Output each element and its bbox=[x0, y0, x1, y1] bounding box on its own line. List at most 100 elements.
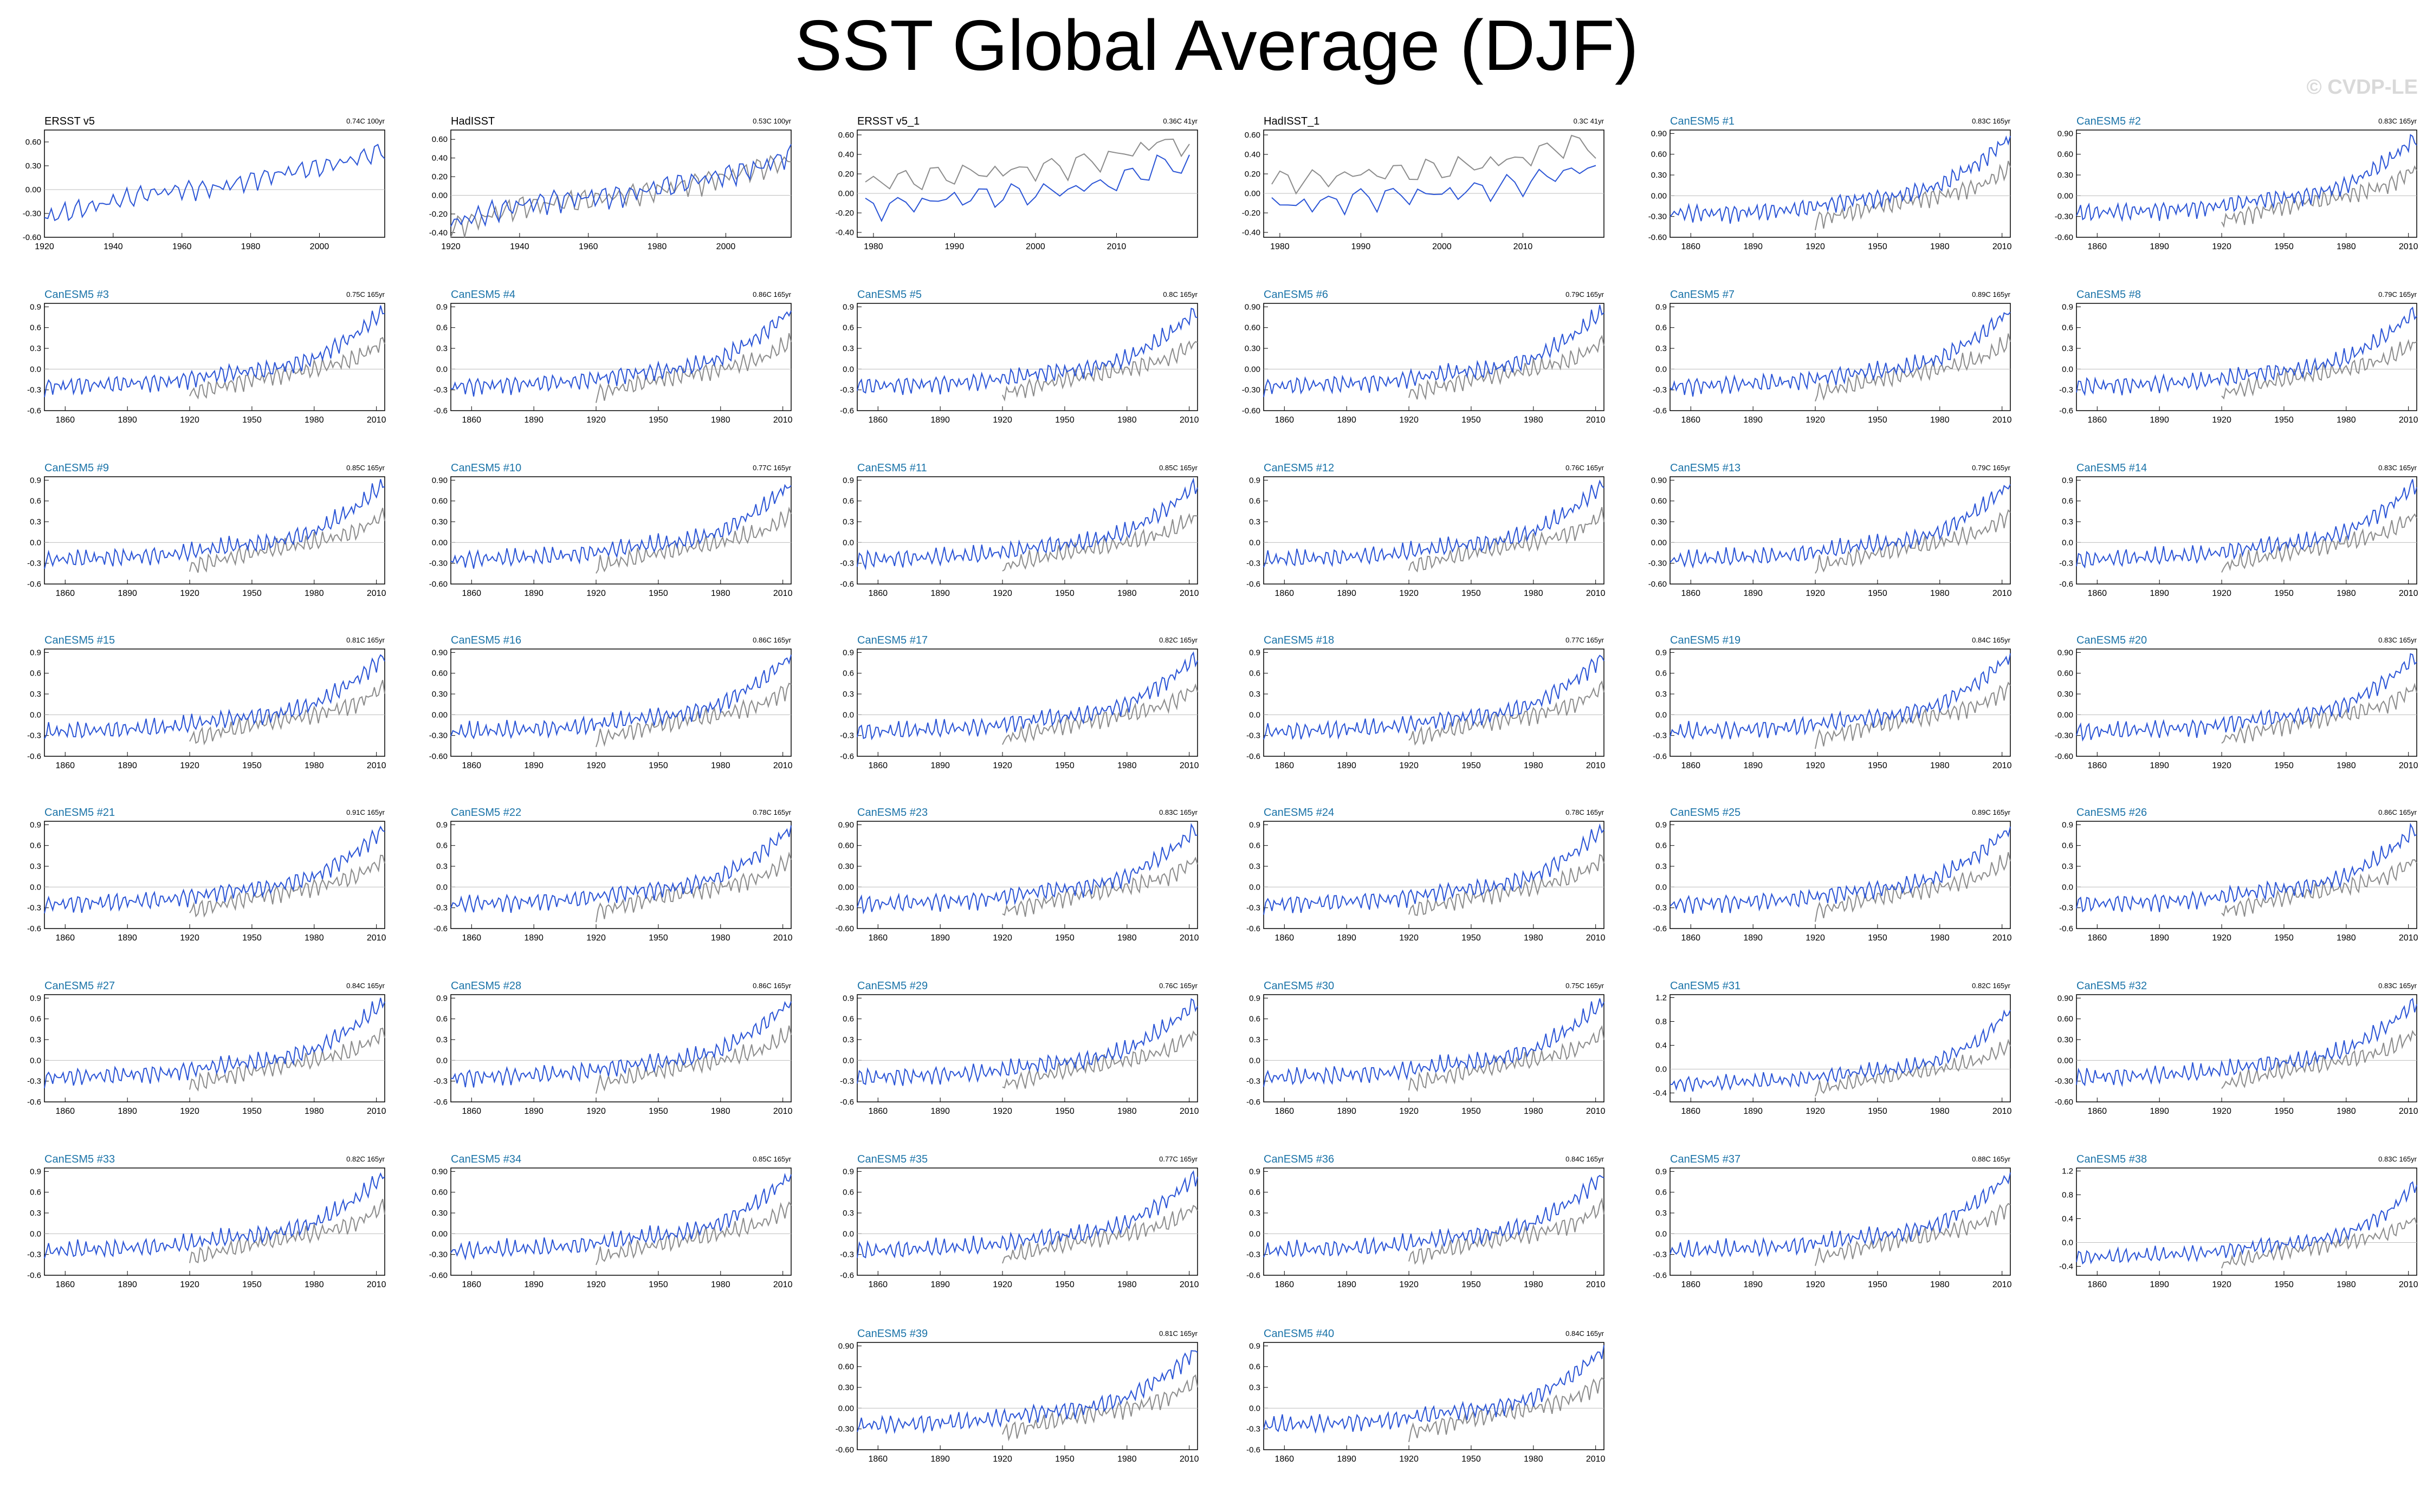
panel-title: CanESM5 #30 bbox=[1264, 980, 1334, 992]
x-tick-label: 1860 bbox=[2087, 242, 2107, 251]
y-tick-label: -0.6 bbox=[27, 924, 41, 933]
chart-panel: HadISST 0.53C 100yr 0.60 0.40 0.20 0.00 -0.20 -… bbox=[429, 115, 792, 251]
panel-title: CanESM5 #3 bbox=[44, 289, 109, 301]
x-tick-label: 1920 bbox=[993, 1107, 1012, 1116]
x-tick-label: 1950 bbox=[1461, 1455, 1481, 1464]
y-tick-label: 0.60 bbox=[2057, 669, 2073, 678]
y-tick-label: -0.6 bbox=[1246, 924, 1260, 933]
y-tick-label: -0.6 bbox=[1246, 1271, 1260, 1280]
y-tick-label: -0.6 bbox=[433, 1098, 448, 1107]
y-tick-label: -0.3 bbox=[27, 1077, 41, 1086]
y-tick-label: 0.9 bbox=[1249, 648, 1260, 657]
x-tick-label: 2010 bbox=[1992, 1107, 2012, 1116]
panel-title: CanESM5 #35 bbox=[857, 1153, 928, 1165]
reference-series-line bbox=[1002, 683, 1198, 745]
y-tick-label: -0.30 bbox=[23, 209, 41, 218]
x-tick-label: 1890 bbox=[118, 416, 137, 425]
x-tick-label: 1890 bbox=[524, 933, 543, 943]
x-tick-label: 1950 bbox=[1868, 416, 1887, 425]
y-tick-label: 0.00 bbox=[1651, 538, 1667, 547]
panel-title: CanESM5 #13 bbox=[1670, 462, 1740, 474]
y-tick-label: -0.60 bbox=[2055, 1098, 2073, 1107]
x-tick-label: 1890 bbox=[2150, 242, 2169, 251]
y-tick-label: -0.60 bbox=[23, 233, 41, 242]
x-tick-label: 1950 bbox=[649, 416, 668, 425]
panel-frame bbox=[1263, 303, 1604, 411]
y-tick-label: 0.3 bbox=[2062, 344, 2073, 353]
y-tick-label: 0.6 bbox=[843, 323, 854, 333]
x-tick-label: 1980 bbox=[1524, 416, 1543, 425]
y-tick-label: 0.30 bbox=[838, 862, 854, 871]
chart-panel: ERSST v5_1 0.36C 41yr 0.60 0.40 0.20 0.00 -0.2… bbox=[836, 115, 1198, 251]
y-tick-label: 0.9 bbox=[1249, 820, 1260, 829]
x-tick-label: 1980 bbox=[1930, 933, 1950, 943]
x-tick-label: 1860 bbox=[1274, 761, 1294, 770]
y-tick-label: 0.00 bbox=[2057, 710, 2073, 719]
x-tick-label: 1920 bbox=[1399, 761, 1419, 770]
panel-title: CanESM5 #5 bbox=[857, 289, 922, 301]
panel-title: CanESM5 #10 bbox=[451, 462, 521, 474]
y-tick-label: -0.60 bbox=[2055, 233, 2073, 242]
panel-trend: 0.77C 165yr bbox=[1565, 636, 1604, 644]
y-tick-label: 0.60 bbox=[2057, 1015, 2073, 1024]
y-tick-label: 0.3 bbox=[1249, 1383, 1260, 1392]
x-tick-label: 1860 bbox=[1274, 416, 1294, 425]
x-tick-label: 1860 bbox=[462, 416, 481, 425]
y-tick-label: 1.2 bbox=[1655, 994, 1667, 1003]
x-tick-label: 1980 bbox=[305, 589, 324, 598]
y-tick-label: 0.6 bbox=[1249, 669, 1260, 678]
panel-frame bbox=[1670, 476, 2011, 585]
y-tick-label: 0.0 bbox=[30, 882, 41, 892]
chart-panel: CanESM5 #16 0.86C 165yr 0.90 0.60 0.30 0.00 -0… bbox=[429, 634, 793, 770]
panel-trend: 0.83C 165yr bbox=[2378, 636, 2417, 644]
y-tick-label: -0.3 bbox=[2059, 386, 2073, 395]
x-tick-label: 1860 bbox=[868, 1455, 888, 1464]
x-tick-label: 1920 bbox=[180, 761, 199, 770]
panel-title: CanESM5 #7 bbox=[1670, 289, 1735, 301]
x-tick-label: 1860 bbox=[1274, 589, 1294, 598]
y-tick-label: 0.9 bbox=[30, 476, 41, 485]
y-tick-label: 0.0 bbox=[1655, 1229, 1667, 1238]
panel-frame bbox=[2076, 648, 2417, 757]
panel-frame bbox=[2076, 303, 2417, 411]
x-tick-label: 1860 bbox=[1274, 1280, 1294, 1289]
panel-title: CanESM5 #22 bbox=[451, 807, 521, 819]
y-tick-label: 0.90 bbox=[838, 1341, 854, 1351]
panel-trend: 0.81C 165yr bbox=[346, 636, 385, 644]
panel-title: CanESM5 #15 bbox=[44, 634, 115, 646]
chart-panel: CanESM5 #10 0.77C 165yr 0.90 0.60 0.30 0.00 -0… bbox=[429, 462, 793, 598]
y-tick-label: 0.0 bbox=[1249, 882, 1260, 892]
x-tick-label: 1950 bbox=[2274, 589, 2294, 598]
x-tick-label: 1860 bbox=[55, 1280, 75, 1289]
y-tick-label: 0.6 bbox=[843, 1015, 854, 1024]
reference-series-line bbox=[189, 336, 385, 400]
y-tick-label: -0.60 bbox=[429, 580, 448, 589]
x-tick-label: 1890 bbox=[1337, 761, 1356, 770]
x-tick-label: 1920 bbox=[2212, 1107, 2231, 1116]
panel-trend: 0.86C 165yr bbox=[2378, 808, 2417, 816]
chart-panel: CanESM5 #25 0.89C 165yr 0.9 0.6 0.3 0.0 -0.3 -0… bbox=[1653, 807, 2011, 943]
x-tick-label: 1890 bbox=[930, 1455, 950, 1464]
panel-trend: 0.85C 165yr bbox=[1159, 464, 1198, 472]
y-tick-label: 0.0 bbox=[2062, 365, 2073, 374]
chart-panel: CanESM5 #8 0.79C 165yr 0.9 0.6 0.3 0.0 -0.3 -0.… bbox=[2059, 289, 2418, 425]
y-tick-label: 1.2 bbox=[2062, 1167, 2073, 1176]
panel-title: CanESM5 #24 bbox=[1264, 807, 1334, 819]
x-tick-label: 1860 bbox=[1681, 416, 1700, 425]
y-tick-label: 0.0 bbox=[30, 710, 41, 719]
y-tick-label: -0.3 bbox=[840, 386, 854, 395]
y-tick-label: 0.0 bbox=[30, 1056, 41, 1065]
x-tick-label: 1920 bbox=[993, 416, 1012, 425]
x-tick-label: 1920 bbox=[586, 589, 606, 598]
y-tick-label: -0.6 bbox=[433, 406, 448, 416]
panel-trend: 0.82C 165yr bbox=[346, 1155, 385, 1163]
y-tick-label: 0.00 bbox=[432, 710, 448, 719]
member-series-line bbox=[450, 1001, 792, 1088]
x-tick-label: 2010 bbox=[1513, 242, 1533, 251]
x-tick-label: 1890 bbox=[930, 761, 950, 770]
chart-panel: CanESM5 #22 0.78C 165yr 0.9 0.6 0.3 0.0 -0.3 -0… bbox=[433, 807, 792, 943]
y-tick-label: 0.00 bbox=[432, 1229, 448, 1238]
panel-frame bbox=[450, 476, 792, 585]
x-tick-label: 1980 bbox=[2337, 933, 2356, 943]
y-tick-label: 0.0 bbox=[1655, 1065, 1667, 1074]
